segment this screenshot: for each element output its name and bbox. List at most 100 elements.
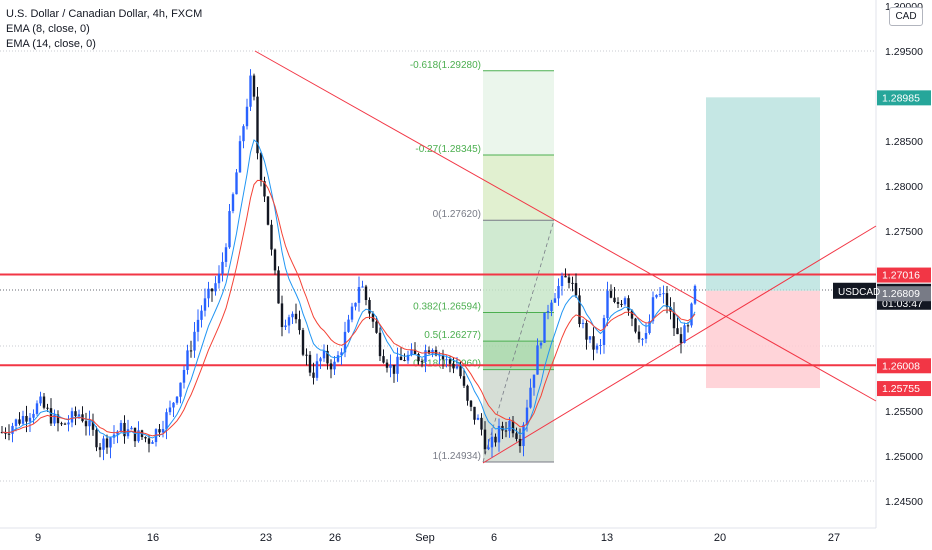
candle-body bbox=[578, 295, 581, 325]
candle-body bbox=[515, 433, 518, 439]
price-tick-label: 1.28000 bbox=[885, 181, 923, 193]
candle-body bbox=[529, 387, 532, 408]
candle-body bbox=[511, 420, 515, 434]
candle-body bbox=[683, 325, 686, 343]
candle-body bbox=[329, 363, 333, 370]
candle-body bbox=[196, 319, 200, 332]
price-tick-label: 1.29500 bbox=[885, 46, 923, 58]
candle-body bbox=[326, 350, 329, 364]
candle-body bbox=[291, 313, 294, 318]
candle-body bbox=[368, 300, 371, 314]
candle-body bbox=[665, 293, 669, 308]
candle-body bbox=[634, 318, 637, 332]
currency-button[interactable]: CAD bbox=[889, 7, 923, 26]
candle-body bbox=[123, 422, 126, 437]
time-tick-label: 13 bbox=[601, 532, 613, 544]
candle-body bbox=[35, 403, 39, 414]
fib-band bbox=[483, 220, 554, 313]
candle-body bbox=[693, 285, 697, 304]
candle-body bbox=[406, 354, 410, 361]
candle-body bbox=[410, 349, 413, 355]
candle-body bbox=[420, 361, 424, 363]
price-tick-label: 1.24500 bbox=[885, 496, 923, 508]
candle-body bbox=[228, 211, 231, 248]
price-axis[interactable]: 1.300001.295001.285001.280001.275001.255… bbox=[885, 1, 923, 508]
candle-body bbox=[70, 411, 74, 423]
candle-body bbox=[182, 369, 186, 383]
candle-body bbox=[599, 345, 602, 347]
ascending-trendline bbox=[482, 225, 877, 464]
candle-body bbox=[361, 286, 364, 288]
candle-body bbox=[581, 322, 585, 325]
candle-body bbox=[431, 349, 434, 354]
candle-body bbox=[382, 356, 385, 363]
candle-body bbox=[287, 317, 291, 326]
candle-body bbox=[679, 334, 683, 343]
candle-body bbox=[245, 106, 249, 127]
candle-body bbox=[42, 396, 46, 408]
candle-body bbox=[641, 338, 644, 340]
candle-body bbox=[308, 354, 312, 373]
candle-body bbox=[595, 345, 599, 350]
candle-body bbox=[322, 350, 326, 359]
fib-level-label: 0.618(1.25960) bbox=[413, 359, 481, 370]
candle-body bbox=[189, 350, 193, 352]
price-tick-label: 1.25500 bbox=[885, 406, 923, 418]
fib-band bbox=[483, 70, 554, 155]
symbol-tag-box bbox=[833, 282, 876, 299]
candle-body bbox=[137, 430, 140, 442]
candle-body bbox=[525, 407, 529, 425]
candle-body bbox=[46, 407, 49, 409]
candle-body bbox=[417, 354, 420, 362]
candle-body bbox=[18, 419, 21, 424]
candle-body bbox=[459, 366, 462, 377]
candle-body bbox=[60, 423, 63, 425]
candle-body bbox=[102, 438, 105, 450]
candle-body bbox=[637, 331, 641, 340]
candle-body bbox=[200, 310, 203, 320]
candle-body bbox=[627, 298, 630, 311]
candle-body bbox=[553, 298, 557, 303]
fib-band bbox=[483, 154, 554, 221]
candle-body bbox=[77, 414, 81, 417]
candle-body bbox=[116, 431, 119, 435]
candle-body bbox=[263, 181, 266, 197]
descending-trendline bbox=[254, 50, 877, 402]
candle-body bbox=[655, 294, 658, 298]
candle-body bbox=[224, 247, 228, 262]
candle-body bbox=[221, 261, 224, 274]
candle-body bbox=[266, 196, 270, 225]
candle-body bbox=[354, 302, 357, 307]
candle-body bbox=[347, 319, 350, 332]
candle-body bbox=[658, 294, 662, 296]
candle-body bbox=[284, 325, 287, 328]
candle-body bbox=[445, 359, 448, 361]
legend-ema-14: EMA (14, close, 0) bbox=[6, 38, 96, 50]
candle-body bbox=[49, 408, 53, 424]
candle-body bbox=[91, 420, 95, 430]
candle-body bbox=[396, 356, 399, 374]
price-label-box bbox=[877, 90, 931, 106]
candle-body bbox=[39, 396, 42, 404]
legend-ema-8: EMA (8, close, 0) bbox=[6, 23, 90, 35]
candle-body bbox=[546, 311, 550, 313]
trendlines bbox=[254, 50, 877, 464]
time-axis[interactable]: 9 16 23 26 Sep 6 13 20 27 bbox=[35, 532, 840, 544]
candle-body bbox=[448, 359, 452, 364]
candle-body bbox=[686, 325, 690, 327]
candle-body bbox=[480, 417, 483, 430]
candle-body bbox=[28, 417, 32, 422]
time-tick-label: 16 bbox=[147, 532, 159, 544]
fib-retracement: -0.618(1.29280) -0.27(1.28345) 0(1.27620) 0… bbox=[410, 60, 555, 463]
candle-body bbox=[242, 126, 245, 142]
fib-level-label: 0.382(1.26594) bbox=[413, 302, 481, 313]
fib-level-label: 0(1.27620) bbox=[433, 209, 481, 220]
horizontal-levels bbox=[0, 273, 876, 367]
candle-body bbox=[557, 285, 560, 299]
time-tick-label: 6 bbox=[491, 532, 497, 544]
candle-body bbox=[518, 438, 522, 447]
candle-body bbox=[95, 429, 98, 448]
candle-body bbox=[336, 355, 340, 362]
fib-level-label: 0.5(1.26277) bbox=[424, 330, 481, 341]
